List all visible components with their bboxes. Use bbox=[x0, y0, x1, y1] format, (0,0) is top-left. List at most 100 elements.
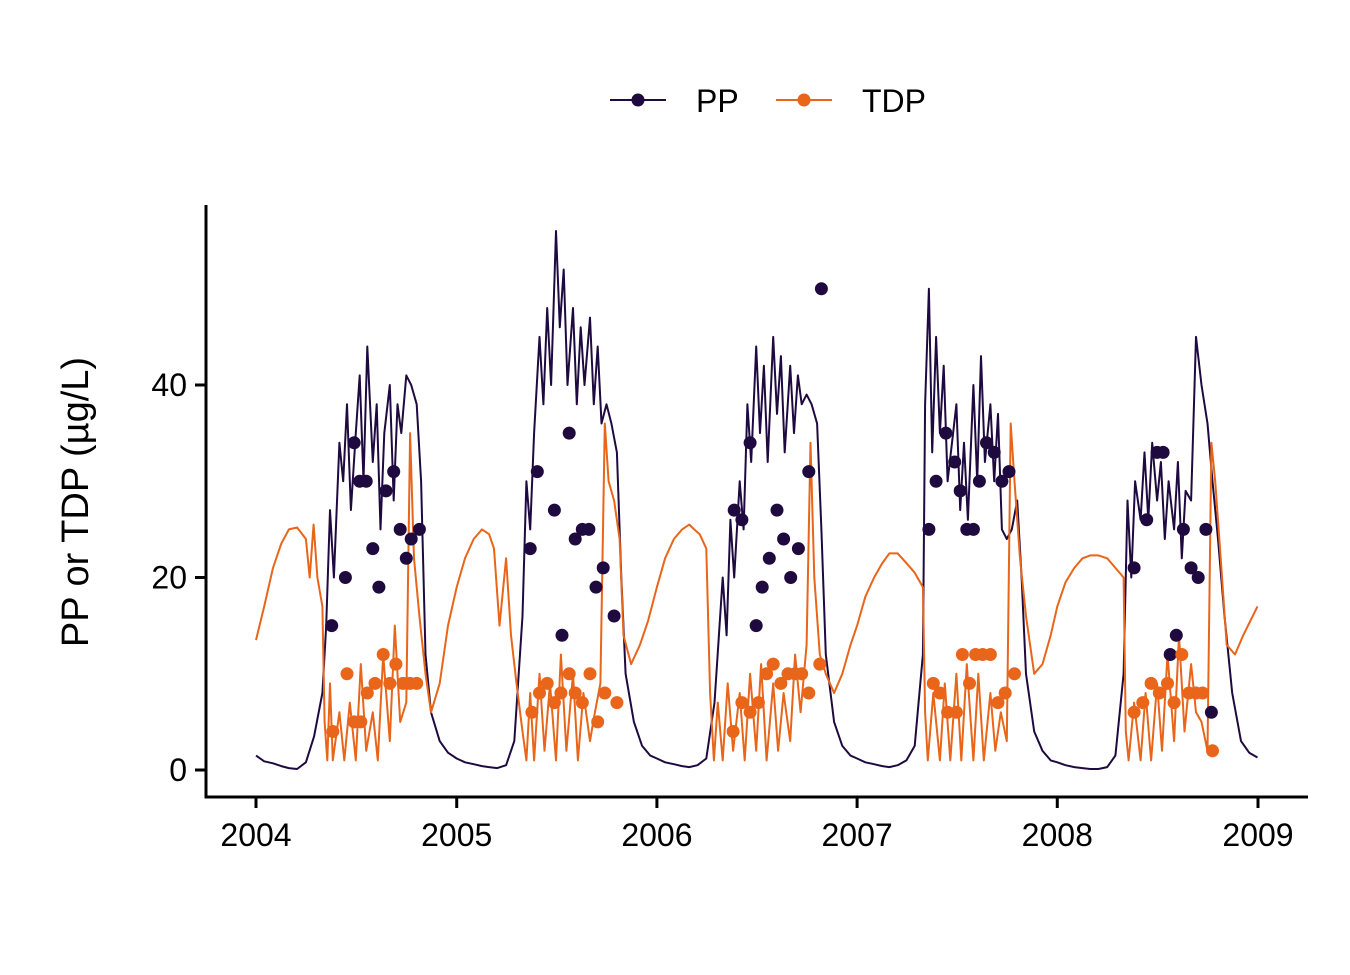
pp-data-point bbox=[596, 561, 610, 575]
pp-data-point bbox=[1176, 522, 1190, 536]
pp-data-point bbox=[404, 532, 418, 546]
pp-data-point bbox=[735, 513, 749, 527]
x-axis-ticks: 2004 2005 2006 2007 2008 2009 bbox=[220, 797, 1294, 853]
pp-data-point bbox=[530, 465, 544, 479]
pp-data-point bbox=[929, 474, 943, 488]
y-axis-title: PP or TDP (µg/L) bbox=[55, 357, 97, 647]
pp-data-point bbox=[366, 542, 380, 556]
tdp-data-point bbox=[813, 657, 827, 671]
pp-data-point bbox=[582, 522, 596, 536]
y-axis-ticks: 0 20 40 bbox=[151, 367, 206, 788]
pp-data-point bbox=[1163, 648, 1177, 661]
pp-data-point bbox=[922, 522, 936, 536]
series-lines bbox=[255, 230, 1259, 770]
tdp-data-point bbox=[802, 686, 816, 700]
tdp-data-point bbox=[533, 686, 546, 700]
tdp-data-point bbox=[1175, 648, 1189, 661]
pp-data-point bbox=[555, 628, 569, 642]
tdp-data-point bbox=[766, 657, 780, 671]
legend-tdp-label: TDP bbox=[862, 83, 926, 119]
tdp-data-point bbox=[360, 686, 374, 700]
pp-data-point bbox=[814, 282, 828, 296]
pp-data-point bbox=[1169, 628, 1183, 642]
pp-data-point bbox=[607, 609, 621, 623]
tdp-data-point bbox=[955, 648, 969, 661]
pp-data-point bbox=[523, 542, 537, 556]
tdp-data-point bbox=[774, 676, 788, 690]
pp-data-point bbox=[743, 436, 757, 450]
pp-data-point bbox=[1156, 445, 1170, 459]
tdp-data-point bbox=[354, 715, 368, 729]
x-tick-label: 2007 bbox=[821, 817, 892, 853]
pp-data-point bbox=[755, 580, 769, 594]
pp-data-point bbox=[372, 580, 386, 594]
tdp-data-point bbox=[1152, 686, 1166, 700]
pp-data-point bbox=[1127, 561, 1141, 575]
pp-series-line bbox=[255, 230, 1259, 770]
pp-data-point bbox=[784, 571, 798, 584]
tdp-data-point bbox=[575, 696, 589, 710]
legend-tdp-marker bbox=[797, 93, 811, 107]
pp-data-point bbox=[589, 580, 603, 594]
tdp-data-point bbox=[547, 696, 561, 710]
series-points bbox=[325, 282, 1219, 758]
tdp-data-point bbox=[368, 676, 382, 690]
legend-pp-marker bbox=[631, 93, 645, 107]
pp-data-point bbox=[770, 503, 784, 517]
tdp-data-point bbox=[554, 686, 568, 700]
pp-data-point bbox=[1140, 513, 1154, 527]
tdp-data-point bbox=[1008, 667, 1021, 681]
pp-data-point bbox=[749, 619, 763, 633]
pp-data-point bbox=[1191, 571, 1205, 584]
pp-data-point bbox=[393, 522, 407, 536]
pp-data-point bbox=[980, 436, 993, 450]
tdp-data-point bbox=[340, 667, 354, 681]
tdp-data-point bbox=[525, 705, 539, 719]
pp-data-point bbox=[1002, 465, 1016, 479]
tdp-data-point bbox=[1196, 686, 1210, 700]
tdp-data-point bbox=[410, 676, 424, 690]
tdp-data-point bbox=[598, 686, 612, 700]
tdp-data-point bbox=[926, 676, 940, 690]
legend: PP TDP bbox=[610, 83, 926, 119]
pp-data-point bbox=[1204, 705, 1218, 719]
pp-data-point bbox=[379, 484, 393, 498]
pp-data-point bbox=[412, 522, 426, 536]
tdp-data-point bbox=[1161, 676, 1174, 690]
x-tick-label: 2009 bbox=[1222, 817, 1293, 853]
pp-data-point bbox=[1184, 561, 1198, 575]
tdp-data-point bbox=[1144, 676, 1158, 690]
tdp-series-line bbox=[255, 422, 1259, 762]
pp-data-point bbox=[325, 619, 339, 633]
tdp-data-point bbox=[610, 696, 624, 710]
pp-data-point bbox=[359, 474, 373, 488]
pp-data-point bbox=[987, 445, 1001, 459]
tdp-data-point bbox=[998, 686, 1012, 700]
tdp-data-point bbox=[949, 705, 963, 719]
tdp-data-point bbox=[1127, 705, 1141, 719]
pp-data-point bbox=[347, 436, 361, 450]
x-tick-label: 2008 bbox=[1022, 817, 1093, 853]
y-tick-label: 40 bbox=[151, 367, 187, 403]
tdp-data-point bbox=[751, 696, 765, 710]
pp-data-point bbox=[762, 551, 776, 565]
pp-data-point bbox=[953, 484, 967, 498]
tdp-data-point bbox=[760, 667, 774, 681]
pp-data-point bbox=[995, 474, 1009, 488]
tdp-data-point bbox=[583, 667, 597, 681]
tdp-data-point bbox=[1167, 696, 1181, 710]
tdp-data-point bbox=[326, 725, 340, 738]
tdp-data-point bbox=[933, 686, 947, 700]
tdp-data-point bbox=[591, 715, 605, 729]
pp-data-point bbox=[966, 522, 980, 536]
x-tick-label: 2006 bbox=[621, 817, 692, 853]
pp-data-point bbox=[972, 474, 986, 488]
tdp-data-point bbox=[568, 686, 582, 700]
pp-data-point bbox=[1199, 522, 1213, 536]
tdp-data-point bbox=[389, 657, 403, 671]
tdp-data-point bbox=[743, 705, 757, 719]
pp-data-point bbox=[727, 503, 741, 517]
tdp-data-point bbox=[1136, 696, 1150, 710]
tdp-data-point bbox=[562, 667, 576, 681]
